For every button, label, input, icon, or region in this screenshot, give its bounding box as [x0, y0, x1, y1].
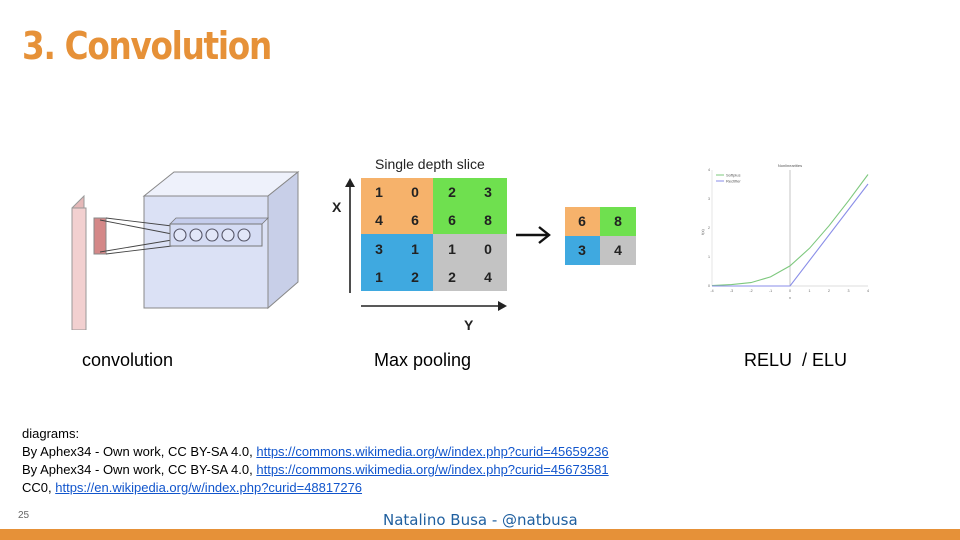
credits: diagrams: By Aphex34 - Own work, CC BY-S…: [22, 425, 609, 497]
input-layer: [71, 207, 87, 330]
output-cell: 4: [614, 242, 622, 258]
x-tick: 1: [809, 289, 811, 293]
convolution-diagram: [71, 170, 300, 330]
grid-cell: 4: [484, 269, 492, 285]
output-cell-top-left: [565, 207, 600, 236]
y-axis-arrowhead: [498, 301, 507, 311]
grid-cell: 3: [484, 184, 492, 200]
grid-cell: 1: [448, 241, 456, 257]
cube-front: [143, 195, 269, 309]
x-tick: -4: [710, 289, 713, 293]
x-tick: -1: [769, 289, 772, 293]
y-tick: 0: [708, 284, 710, 288]
credit-link[interactable]: https://en.wikipedia.org/w/index.php?cur…: [55, 480, 363, 495]
grid-quadrant-top-left: [361, 178, 433, 234]
credit-text: By Aphex34 - Own work, CC BY-SA 4.0,: [22, 462, 257, 477]
credit-line: By Aphex34 - Own work, CC BY-SA 4.0, htt…: [22, 461, 609, 479]
x-tick: 3: [848, 289, 850, 293]
output-cell: 3: [578, 242, 586, 258]
grid-quadrant-top-right: [433, 178, 507, 234]
receptive-field: [93, 217, 107, 255]
grid-cell: 8: [484, 212, 492, 228]
legend-softplus-label: Softplus: [726, 173, 740, 178]
neuron-box-top: [169, 217, 269, 225]
grid-quadrant-bottom-right: [433, 234, 507, 291]
x-tick: -2: [749, 289, 752, 293]
cube-side: [267, 170, 299, 310]
legend-rectifier-label: Rectifier: [726, 179, 741, 184]
grid-cell: 2: [448, 184, 456, 200]
credits-heading: diagrams:: [22, 426, 80, 441]
softplus-curve: [711, 174, 869, 287]
x-axis-label: X: [332, 199, 342, 215]
activation-caption: RELU / ELU: [744, 350, 848, 370]
credit-link[interactable]: https://commons.wikimedia.org/w/index.ph…: [256, 462, 609, 477]
y-tick: 1: [708, 255, 710, 259]
connection-lines: [99, 217, 173, 255]
slide-number: 25: [18, 510, 30, 521]
grid-cell: 4: [375, 212, 383, 228]
footer-bar: [0, 529, 960, 540]
plot-ylabel: f(x): [700, 228, 705, 234]
max-pooling-caption: Max pooling: [374, 350, 472, 370]
output-cell-top-right: [600, 207, 636, 236]
grid-cell: 0: [484, 241, 492, 257]
output-cell: 8: [614, 213, 622, 229]
y-tick: 2: [708, 226, 710, 230]
x-tick: 4: [867, 289, 869, 293]
slide-title: 3. Convolution: [22, 24, 272, 68]
y-tick: 4: [708, 168, 710, 172]
x-tick: 2: [828, 289, 830, 293]
credit-line: By Aphex34 - Own work, CC BY-SA 4.0, htt…: [22, 443, 609, 461]
output-cell-bottom-left: [565, 236, 600, 265]
grid-quadrant-bottom-left: [361, 234, 433, 291]
grid-cell: 1: [375, 184, 383, 200]
activation-plot: Nonlinearities -4 -3 -2 -1 0 1 2 3 4 0 1…: [700, 163, 869, 300]
plot-title: Nonlinearities: [778, 163, 802, 168]
grid-cell: 2: [448, 269, 456, 285]
max-pooling-diagram: Single depth slice X Y 1 0 2 3 4 6 6 8 3…: [332, 156, 636, 333]
author-footer: Natalino Busa - @natbusa: [383, 511, 578, 529]
x-tick: -3: [730, 289, 733, 293]
grid-cell: 2: [411, 269, 419, 285]
grid-cell: 1: [375, 269, 383, 285]
credit-link[interactable]: https://commons.wikimedia.org/w/index.ph…: [256, 444, 609, 459]
output-cell: 6: [578, 213, 586, 229]
convolution-caption: convolution: [82, 350, 174, 370]
grid-cell: 6: [448, 212, 456, 228]
neurons: [173, 228, 251, 242]
pooling-heading: Single depth slice: [375, 156, 485, 172]
output-cell-bottom-right: [600, 236, 636, 265]
rectifier-curve: [712, 183, 869, 287]
grid-cell: 0: [411, 184, 419, 200]
y-axis-label: Y: [464, 317, 474, 333]
credit-line: CC0, https://en.wikipedia.org/w/index.ph…: [22, 479, 609, 497]
plot-xlabel: x: [789, 295, 791, 300]
pooling-arrowhead: [538, 226, 551, 244]
credit-text: By Aphex34 - Own work, CC BY-SA 4.0,: [22, 444, 257, 459]
grid-cell: 3: [375, 241, 383, 257]
x-axis-arrowhead: [345, 178, 355, 187]
x-tick: 0: [789, 289, 791, 293]
grid-cell: 6: [411, 212, 419, 228]
grid-cell: 1: [411, 241, 419, 257]
y-tick: 3: [708, 197, 710, 201]
credit-text: CC0,: [22, 480, 56, 495]
